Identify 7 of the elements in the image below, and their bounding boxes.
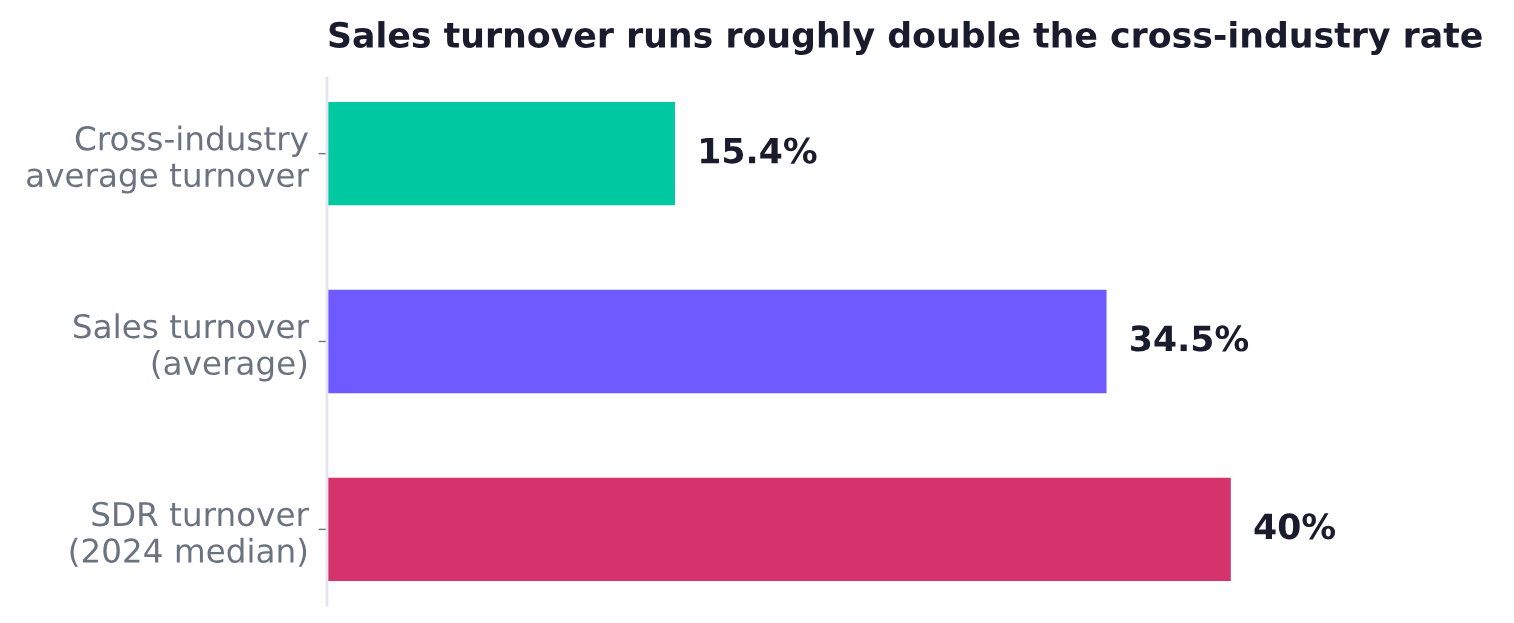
data-label: 40% xyxy=(1254,513,1336,540)
chart-title: Sales turnover runs roughly double the cross-industry rate xyxy=(329,21,1482,55)
y-tick-label: Sales turnover (average) xyxy=(74,313,309,382)
data-label: 15.4% xyxy=(701,137,817,164)
y-tick-label: SDR turnover (2024 median) xyxy=(70,501,309,567)
y-tick-label: Cross-industry average turnover xyxy=(27,125,309,194)
data-label: 34.5% xyxy=(1131,325,1249,352)
